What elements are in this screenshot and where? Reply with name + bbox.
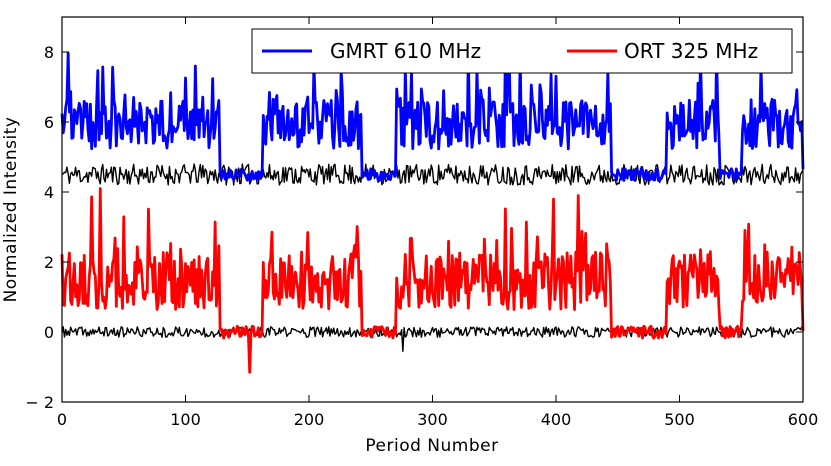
x-tick-label: 200: [294, 410, 325, 429]
y-tick-label: − 2: [25, 393, 54, 412]
plot-lines: [60, 50, 805, 374]
y-tick-label: 2: [44, 253, 54, 272]
y-axis-label: Normalized Intensity: [1, 117, 21, 303]
series-line-gmrt-noise: [61, 163, 804, 186]
legend-label-ort: ORT 325 MHz: [624, 39, 758, 63]
series-line-ort-325: [60, 187, 805, 374]
x-tick-label: 0: [57, 410, 67, 429]
x-tick-label: 300: [417, 410, 448, 429]
series-line-gmrt-610: [60, 50, 805, 183]
x-tick-label: 600: [788, 410, 819, 429]
y-tick-label: 8: [44, 43, 54, 62]
y-tick-label: 0: [44, 323, 54, 342]
series-line-ort-noise: [61, 326, 804, 352]
y-tick-label: 4: [44, 183, 54, 202]
x-tick-label: 500: [664, 410, 695, 429]
x-axis-label: Period Number: [365, 436, 498, 456]
x-tick-label: 100: [170, 410, 201, 429]
legend-box: [251, 28, 793, 74]
legend: GMRT 610 MHz ORT 325 MHz: [251, 28, 793, 74]
legend-label-gmrt: GMRT 610 MHz: [330, 39, 481, 63]
y-tick-label: 6: [44, 113, 54, 132]
x-tick-label: 400: [541, 410, 572, 429]
